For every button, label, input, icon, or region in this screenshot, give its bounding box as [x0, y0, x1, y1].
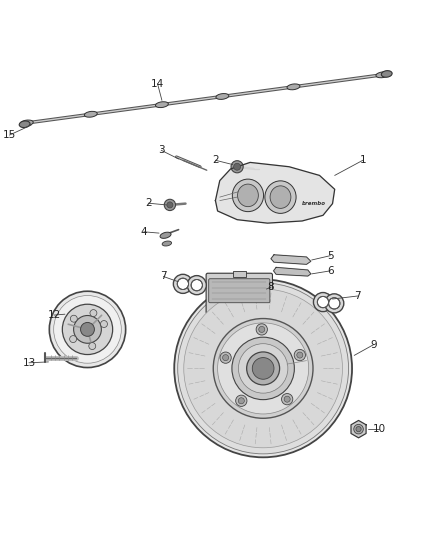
Circle shape: [89, 343, 96, 350]
Circle shape: [74, 316, 101, 343]
Text: 15: 15: [3, 130, 16, 140]
Text: 14: 14: [151, 79, 164, 89]
Circle shape: [54, 296, 121, 363]
Circle shape: [90, 310, 97, 317]
Circle shape: [231, 160, 243, 173]
Circle shape: [178, 283, 349, 454]
Circle shape: [318, 296, 328, 308]
Ellipse shape: [376, 72, 389, 78]
Circle shape: [164, 199, 176, 211]
Circle shape: [354, 424, 363, 434]
Circle shape: [184, 289, 343, 448]
Text: 9: 9: [371, 340, 377, 350]
Text: 7: 7: [160, 271, 167, 281]
Circle shape: [233, 163, 240, 170]
Circle shape: [297, 352, 303, 358]
Circle shape: [173, 274, 192, 293]
Ellipse shape: [265, 181, 296, 213]
Polygon shape: [351, 421, 366, 438]
Circle shape: [213, 319, 313, 418]
Circle shape: [256, 324, 268, 335]
Ellipse shape: [287, 84, 300, 90]
Circle shape: [294, 350, 305, 361]
Circle shape: [259, 326, 265, 333]
Circle shape: [81, 322, 95, 336]
Polygon shape: [271, 255, 311, 264]
Circle shape: [284, 396, 290, 402]
Circle shape: [49, 291, 126, 368]
Text: 3: 3: [158, 146, 165, 155]
Text: 10: 10: [373, 424, 386, 434]
Ellipse shape: [381, 71, 392, 77]
Circle shape: [232, 337, 294, 400]
Ellipse shape: [216, 94, 229, 99]
Circle shape: [328, 298, 340, 309]
Ellipse shape: [19, 121, 30, 127]
Ellipse shape: [85, 111, 97, 117]
Text: 8: 8: [268, 282, 274, 292]
Ellipse shape: [155, 102, 168, 108]
Circle shape: [356, 426, 361, 432]
Circle shape: [236, 395, 247, 407]
Ellipse shape: [20, 120, 33, 126]
Ellipse shape: [162, 241, 172, 246]
Circle shape: [187, 276, 206, 295]
Text: 6: 6: [327, 266, 334, 276]
Circle shape: [252, 358, 274, 379]
Text: 1: 1: [360, 155, 366, 165]
Text: brembo: brembo: [302, 201, 326, 206]
Ellipse shape: [270, 186, 291, 208]
Text: 2: 2: [145, 198, 152, 208]
Polygon shape: [215, 163, 335, 223]
Circle shape: [62, 304, 113, 354]
FancyBboxPatch shape: [209, 279, 270, 303]
Circle shape: [223, 354, 229, 361]
Circle shape: [238, 398, 244, 404]
Text: 4: 4: [141, 227, 147, 237]
Circle shape: [177, 278, 188, 289]
FancyBboxPatch shape: [206, 273, 272, 313]
Circle shape: [100, 320, 107, 327]
Circle shape: [70, 336, 77, 343]
Ellipse shape: [237, 184, 258, 207]
Circle shape: [325, 294, 344, 313]
Bar: [233, 271, 246, 277]
Ellipse shape: [160, 232, 171, 238]
Circle shape: [218, 323, 309, 414]
Text: 12: 12: [47, 310, 61, 320]
Circle shape: [167, 202, 173, 208]
Text: 5: 5: [327, 251, 334, 261]
Circle shape: [247, 352, 279, 385]
Circle shape: [238, 344, 288, 393]
Circle shape: [314, 293, 332, 312]
Circle shape: [282, 393, 293, 405]
Text: 7: 7: [354, 291, 361, 301]
Circle shape: [191, 279, 202, 291]
Circle shape: [174, 279, 352, 457]
Polygon shape: [274, 268, 311, 276]
Ellipse shape: [232, 179, 264, 212]
Text: 13: 13: [22, 358, 35, 368]
Circle shape: [220, 352, 231, 364]
Text: 2: 2: [212, 155, 219, 165]
Circle shape: [71, 315, 77, 322]
